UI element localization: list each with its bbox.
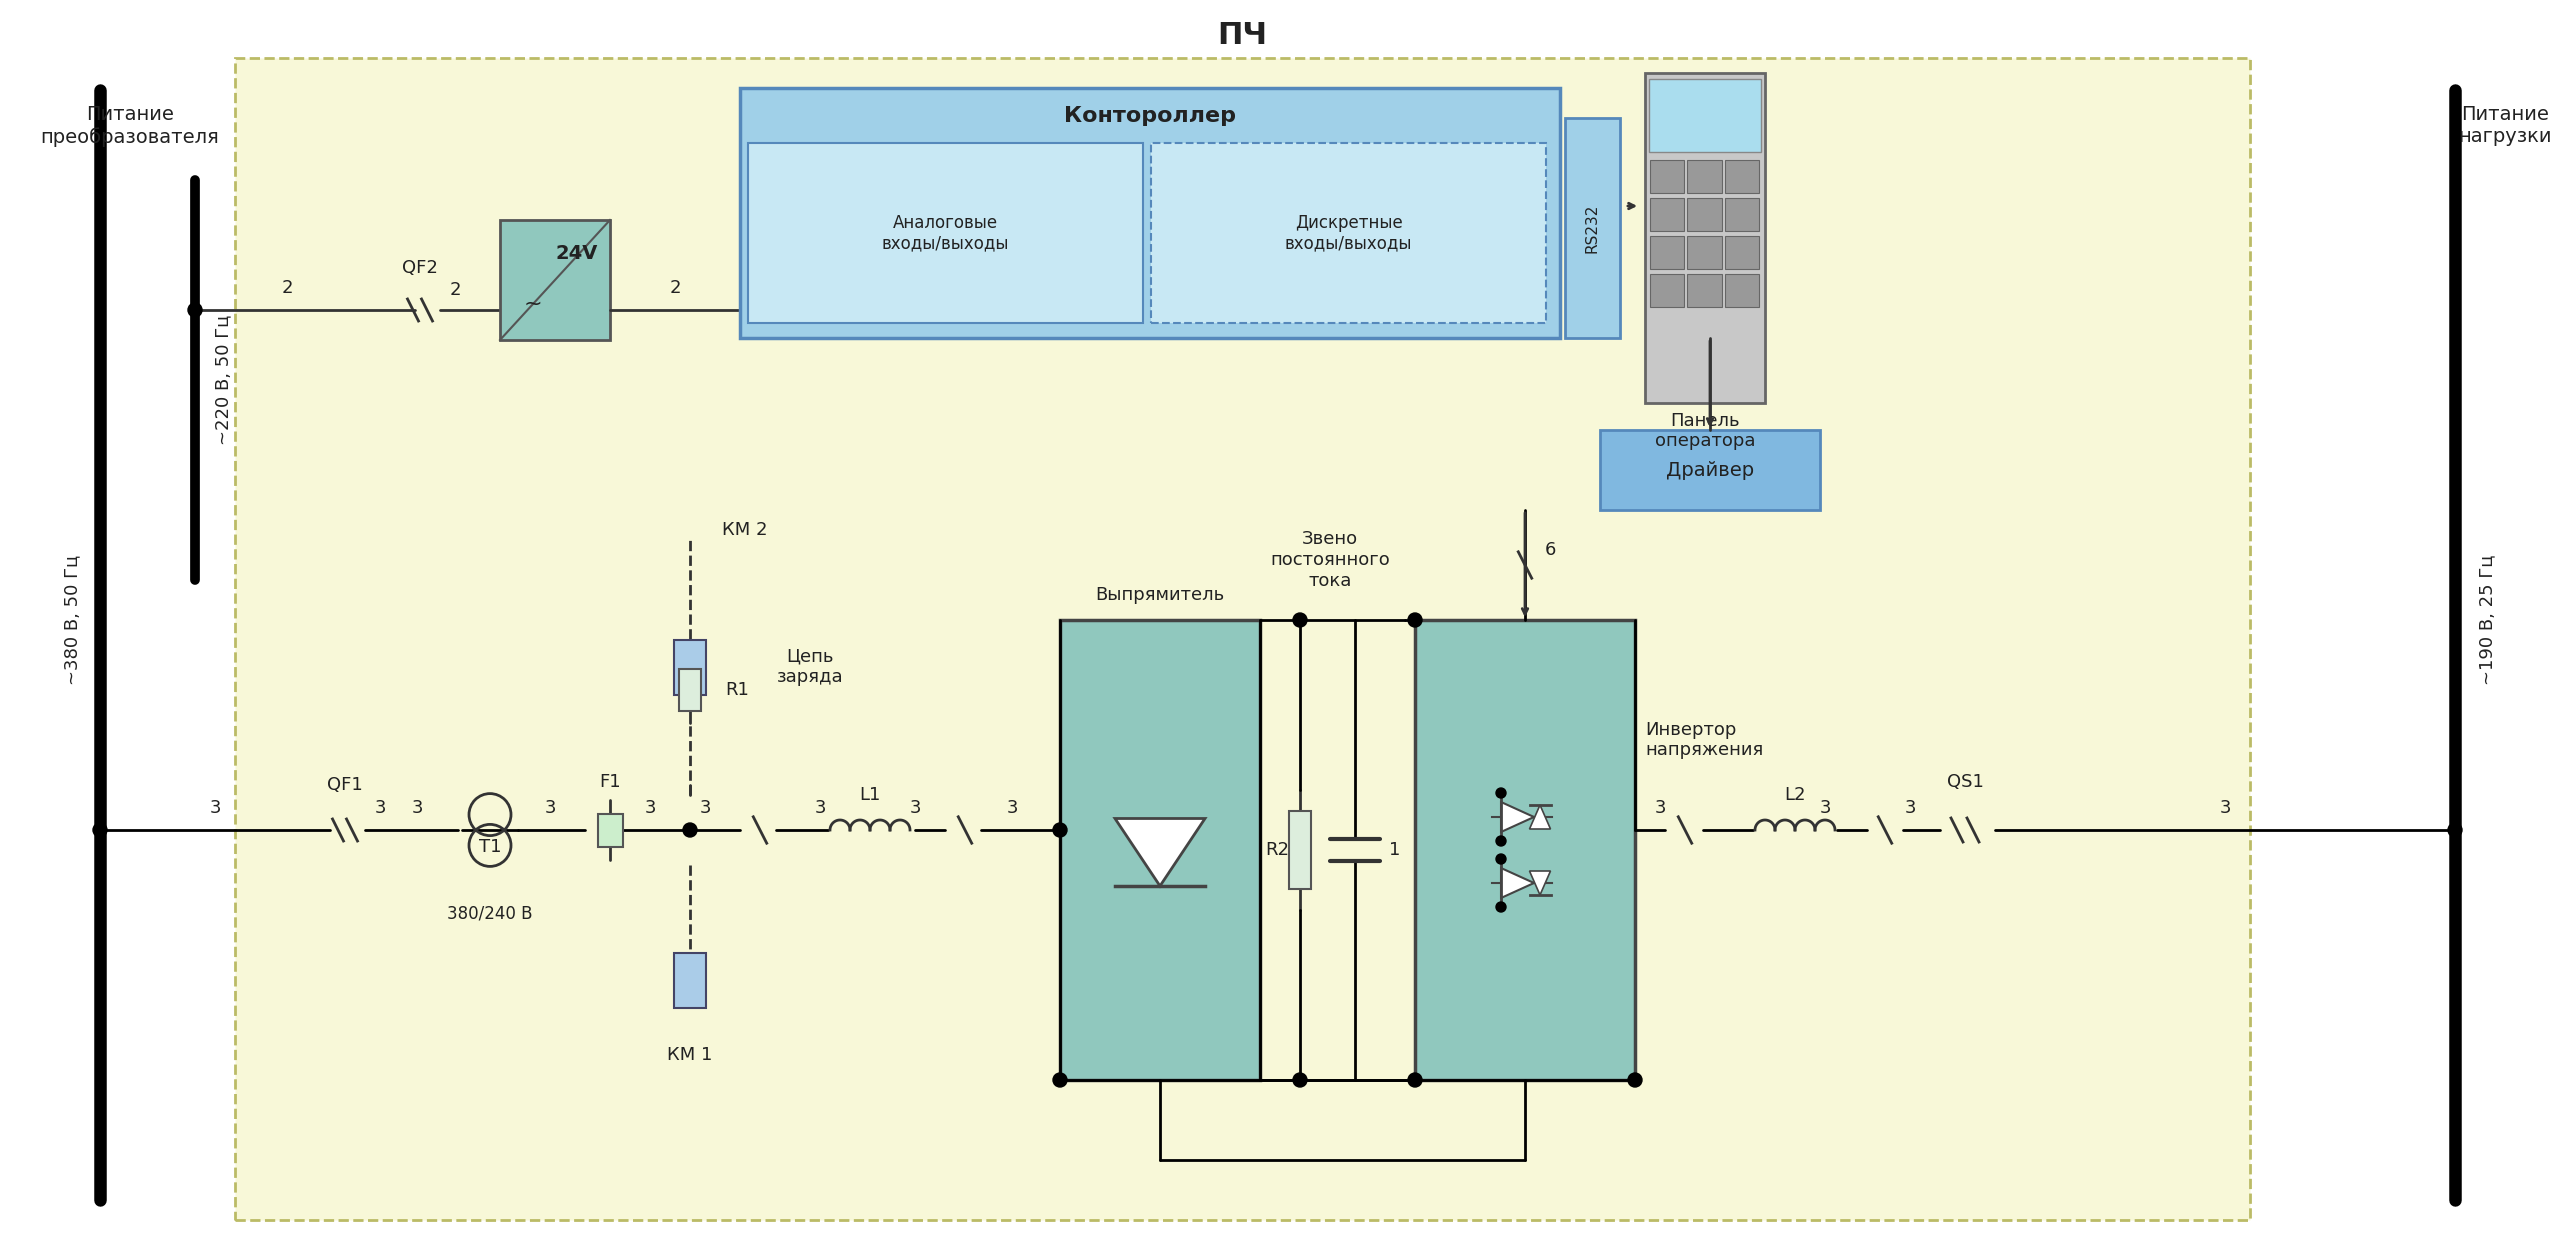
Bar — [1416, 619, 1636, 1080]
Bar — [678, 668, 701, 711]
Text: RS232: RS232 — [1585, 203, 1600, 253]
Polygon shape — [1500, 803, 1533, 831]
Circle shape — [1495, 902, 1505, 912]
Text: L1: L1 — [860, 786, 881, 804]
Circle shape — [1628, 1073, 1641, 1087]
Circle shape — [684, 823, 696, 836]
Text: 3: 3 — [699, 799, 712, 818]
Polygon shape — [1528, 805, 1551, 829]
Text: T1: T1 — [479, 838, 502, 856]
Circle shape — [1293, 613, 1308, 627]
Bar — [1651, 236, 1684, 268]
Text: ~190 В, 25 Гц: ~190 В, 25 Гц — [2478, 554, 2496, 685]
Text: 3: 3 — [1006, 799, 1019, 818]
Text: R2: R2 — [1265, 841, 1290, 859]
Bar — [1725, 236, 1759, 268]
Text: КМ 2: КМ 2 — [722, 520, 768, 539]
Polygon shape — [1500, 868, 1533, 898]
Text: Дискретные
входы/выходы: Дискретные входы/выходы — [1285, 213, 1413, 252]
Bar — [1725, 198, 1759, 231]
Text: 1: 1 — [1390, 841, 1400, 859]
Bar — [1600, 430, 1820, 510]
Text: 6: 6 — [1546, 540, 1556, 559]
Text: Аналоговые
входы/выходы: Аналоговые входы/выходы — [881, 213, 1009, 252]
Text: 3: 3 — [909, 799, 922, 818]
Bar — [1651, 198, 1684, 231]
Circle shape — [1495, 836, 1505, 846]
Circle shape — [1495, 854, 1505, 864]
Text: ~: ~ — [525, 293, 543, 314]
Bar — [236, 58, 2250, 1220]
Bar — [1649, 79, 1761, 152]
Text: R1: R1 — [724, 681, 750, 698]
Bar — [1725, 159, 1759, 193]
Text: F1: F1 — [599, 772, 622, 791]
Bar — [596, 814, 622, 846]
Circle shape — [1052, 823, 1068, 836]
Text: Драйвер: Драйвер — [1667, 460, 1754, 479]
Text: QF1: QF1 — [328, 776, 364, 794]
Circle shape — [1408, 1073, 1421, 1087]
Bar — [1687, 236, 1723, 268]
Bar — [1646, 73, 1764, 403]
Bar — [1725, 273, 1759, 306]
Text: ~220 В, 50 Гц: ~220 В, 50 Гц — [215, 315, 233, 445]
Circle shape — [1495, 788, 1505, 798]
Bar — [499, 219, 609, 340]
Text: 3: 3 — [1905, 799, 1915, 818]
Circle shape — [92, 823, 108, 836]
Text: Контороллер: Контороллер — [1065, 107, 1236, 125]
Bar — [673, 953, 707, 1007]
Circle shape — [187, 303, 202, 317]
Text: 2: 2 — [448, 281, 461, 298]
Bar — [748, 143, 1142, 324]
Text: 3: 3 — [374, 799, 387, 818]
Text: 3: 3 — [412, 799, 422, 818]
Circle shape — [1408, 613, 1421, 627]
Bar — [1687, 198, 1723, 231]
Text: КМ 1: КМ 1 — [668, 1046, 712, 1063]
Bar — [1651, 273, 1684, 306]
Bar — [1651, 159, 1684, 193]
Circle shape — [2447, 823, 2463, 836]
Text: 3: 3 — [545, 799, 556, 818]
Text: L2: L2 — [1784, 786, 1805, 804]
Bar — [673, 640, 707, 695]
Text: 3: 3 — [645, 799, 655, 818]
Bar — [740, 88, 1559, 339]
Polygon shape — [1528, 872, 1551, 895]
Text: 2: 2 — [668, 278, 681, 297]
Text: 3: 3 — [814, 799, 827, 818]
Text: ~380 В, 50 Гц: ~380 В, 50 Гц — [64, 554, 82, 685]
Text: Цепь
заряда: Цепь заряда — [776, 647, 842, 686]
Circle shape — [1052, 1073, 1068, 1087]
Text: Выпрямитель: Выпрямитель — [1096, 586, 1224, 604]
Bar — [1290, 811, 1311, 889]
Text: Питание
нагрузки: Питание нагрузки — [2458, 105, 2552, 145]
Bar — [1687, 273, 1723, 306]
Text: 3: 3 — [2220, 799, 2230, 818]
Bar — [1152, 143, 1546, 324]
Text: 380/240 В: 380/240 В — [448, 905, 532, 923]
Text: Звено
постоянного
тока: Звено постоянного тока — [1270, 530, 1390, 589]
Bar — [1564, 118, 1620, 339]
Text: 2: 2 — [282, 278, 292, 297]
Text: Питание
преобразователя: Питание преобразователя — [41, 105, 220, 147]
Text: 3: 3 — [210, 799, 220, 818]
Text: 3: 3 — [1654, 799, 1667, 818]
Bar — [1060, 619, 1260, 1080]
Bar — [1687, 159, 1723, 193]
Polygon shape — [1116, 819, 1206, 887]
Text: 3: 3 — [1820, 799, 1830, 818]
Text: 24V: 24V — [556, 245, 599, 263]
Text: Инвертор
напряжения: Инвертор напряжения — [1646, 721, 1764, 760]
Text: Панель
оператора: Панель оператора — [1654, 411, 1756, 450]
Circle shape — [1293, 1073, 1308, 1087]
Text: QS1: QS1 — [1946, 772, 1984, 791]
Text: QF2: QF2 — [402, 260, 438, 277]
Text: ПЧ: ПЧ — [1219, 20, 1267, 49]
